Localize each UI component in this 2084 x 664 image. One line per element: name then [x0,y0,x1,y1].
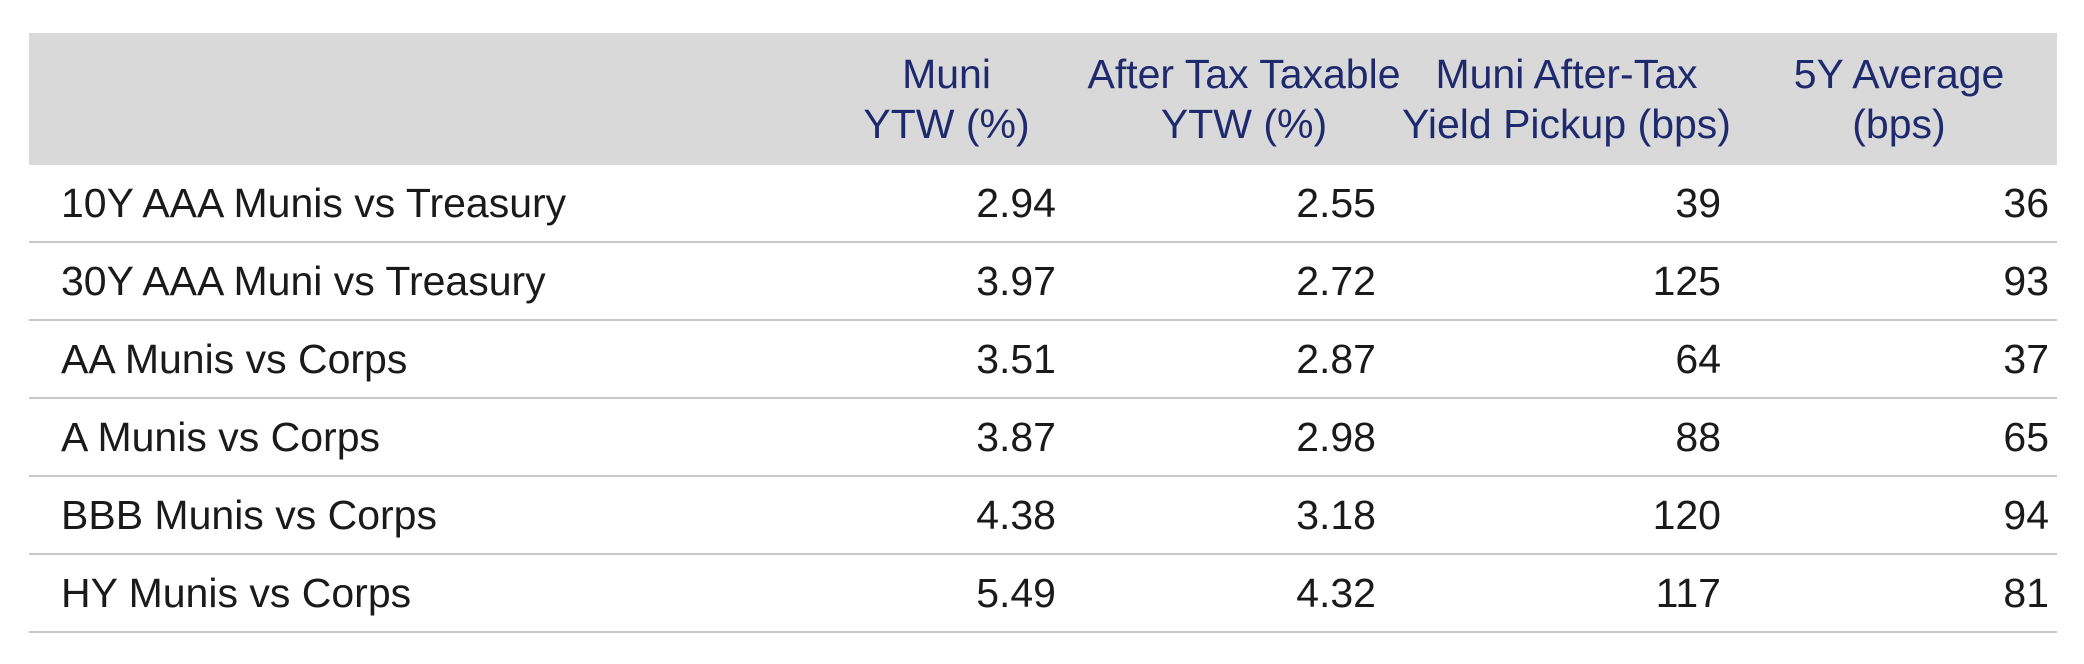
table-header: Muni YTW (%) After Tax Taxable YTW (%) M… [29,33,2057,165]
after-tax-ytw-cell: 4.32 [1296,570,1376,616]
after-tax-ytw-cell: 2.72 [1296,258,1376,304]
row-label: AA Munis vs Corps [61,336,408,382]
header-line2: YTW (%) [863,101,1030,147]
table-row: BBB Munis vs Corps 4.38 3.18 120 94 [29,477,2057,555]
muni-ytw-cell: 3.97 [976,258,1056,304]
after-tax-ytw-cell: 2.55 [1296,180,1376,226]
header-line1: Muni After-Tax [1435,51,1698,97]
row-label: HY Munis vs Corps [61,570,412,616]
after-tax-ytw-cell: 3.18 [1296,492,1376,538]
pickup-cell: 125 [1652,258,1721,304]
muni-ytw-cell: 4.38 [976,492,1056,538]
yield-comparison-table: Muni YTW (%) After Tax Taxable YTW (%) M… [29,33,2057,633]
header-line2: Yield Pickup (bps) [1402,101,1731,147]
header-line2: YTW (%) [1160,101,1328,147]
header-line1: After Tax Taxable [1087,51,1401,97]
pickup-cell: 120 [1652,492,1721,538]
table-row: A Munis vs Corps 3.87 2.98 88 65 [29,399,2057,477]
row-label: 10Y AAA Munis vs Treasury [61,180,567,226]
muni-ytw-cell: 5.49 [976,570,1056,616]
muni-ytw-cell: 2.94 [976,180,1056,226]
table-row: 30Y AAA Muni vs Treasury 3.97 2.72 125 9… [29,243,2057,321]
header-line1: 5Y Average [1793,51,2005,97]
header-after-tax-taxable-ytw: After Tax Taxable YTW (%) [1064,49,1401,149]
table-row: AA Munis vs Corps 3.51 2.87 64 37 [29,321,2057,399]
after-tax-ytw-cell: 2.98 [1296,414,1376,460]
pickup-cell: 88 [1675,414,1721,460]
avg5y-cell: 36 [2003,180,2049,226]
table-row: HY Munis vs Corps 5.49 4.32 117 81 [29,555,2057,633]
header-5y-average: 5Y Average (bps) [1729,49,2057,149]
row-label: A Munis vs Corps [61,414,380,460]
header-muni-ytw: Muni YTW (%) [769,49,1064,149]
header-yield-pickup: Muni After-Tax Yield Pickup (bps) [1384,49,1731,149]
row-label: 30Y AAA Muni vs Treasury [61,258,546,304]
muni-ytw-cell: 3.87 [976,414,1056,460]
pickup-cell: 64 [1675,336,1721,382]
avg5y-cell: 37 [2003,336,2049,382]
row-label: BBB Munis vs Corps [61,492,437,538]
avg5y-cell: 93 [2003,258,2049,304]
avg5y-cell: 65 [2003,414,2049,460]
table-row: 10Y AAA Munis vs Treasury 2.94 2.55 39 3… [29,165,2057,243]
header-line1: Muni [902,51,991,97]
muni-ytw-cell: 3.51 [976,336,1056,382]
after-tax-ytw-cell: 2.87 [1296,336,1376,382]
header-line2: (bps) [1852,101,1946,147]
avg5y-cell: 81 [2003,570,2049,616]
pickup-cell: 39 [1675,180,1721,226]
pickup-cell: 117 [1655,570,1721,616]
avg5y-cell: 94 [2003,492,2049,538]
